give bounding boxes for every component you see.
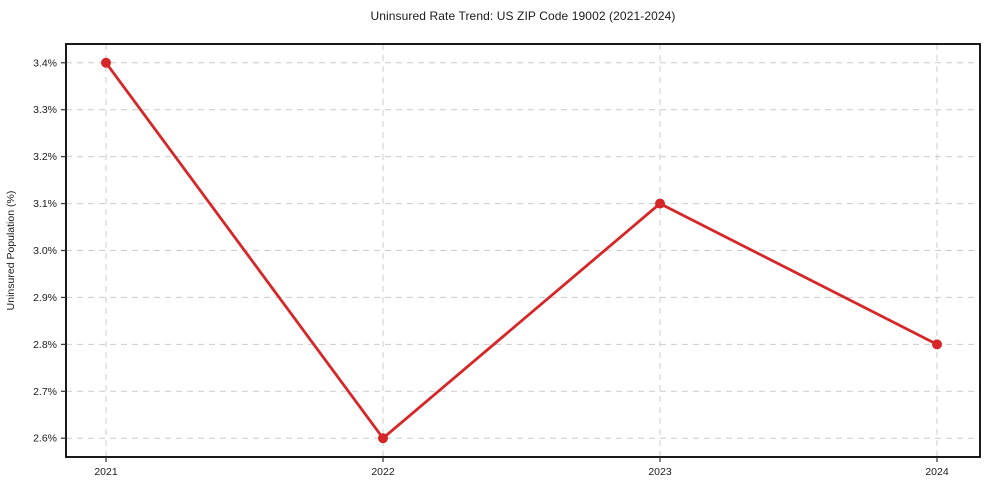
- x-tick-label: 2024: [925, 466, 949, 478]
- chart-title: Uninsured Rate Trend: US ZIP Code 19002 …: [370, 9, 676, 23]
- y-tick-label: 3.1%: [33, 198, 57, 210]
- data-point: [378, 433, 388, 444]
- data-point: [932, 339, 942, 350]
- y-tick-label: 3.3%: [33, 104, 57, 116]
- x-tick-label: 2023: [648, 466, 672, 478]
- data-point: [655, 198, 665, 209]
- data-point: [101, 57, 111, 68]
- y-tick-label: 2.8%: [33, 339, 57, 351]
- y-tick-label: 2.7%: [33, 386, 57, 398]
- x-tick-label: 2021: [94, 466, 118, 478]
- x-tick-label: 2022: [371, 466, 395, 478]
- y-tick-label: 3.4%: [33, 57, 57, 69]
- y-tick-label: 3.0%: [33, 245, 57, 257]
- y-axis-title: Uninsured Population (%): [5, 191, 17, 311]
- y-tick-label: 2.6%: [33, 433, 57, 445]
- trend-line: [104, 61, 939, 440]
- y-tick-label: 3.2%: [33, 151, 57, 163]
- y-tick-label: 2.9%: [33, 292, 57, 304]
